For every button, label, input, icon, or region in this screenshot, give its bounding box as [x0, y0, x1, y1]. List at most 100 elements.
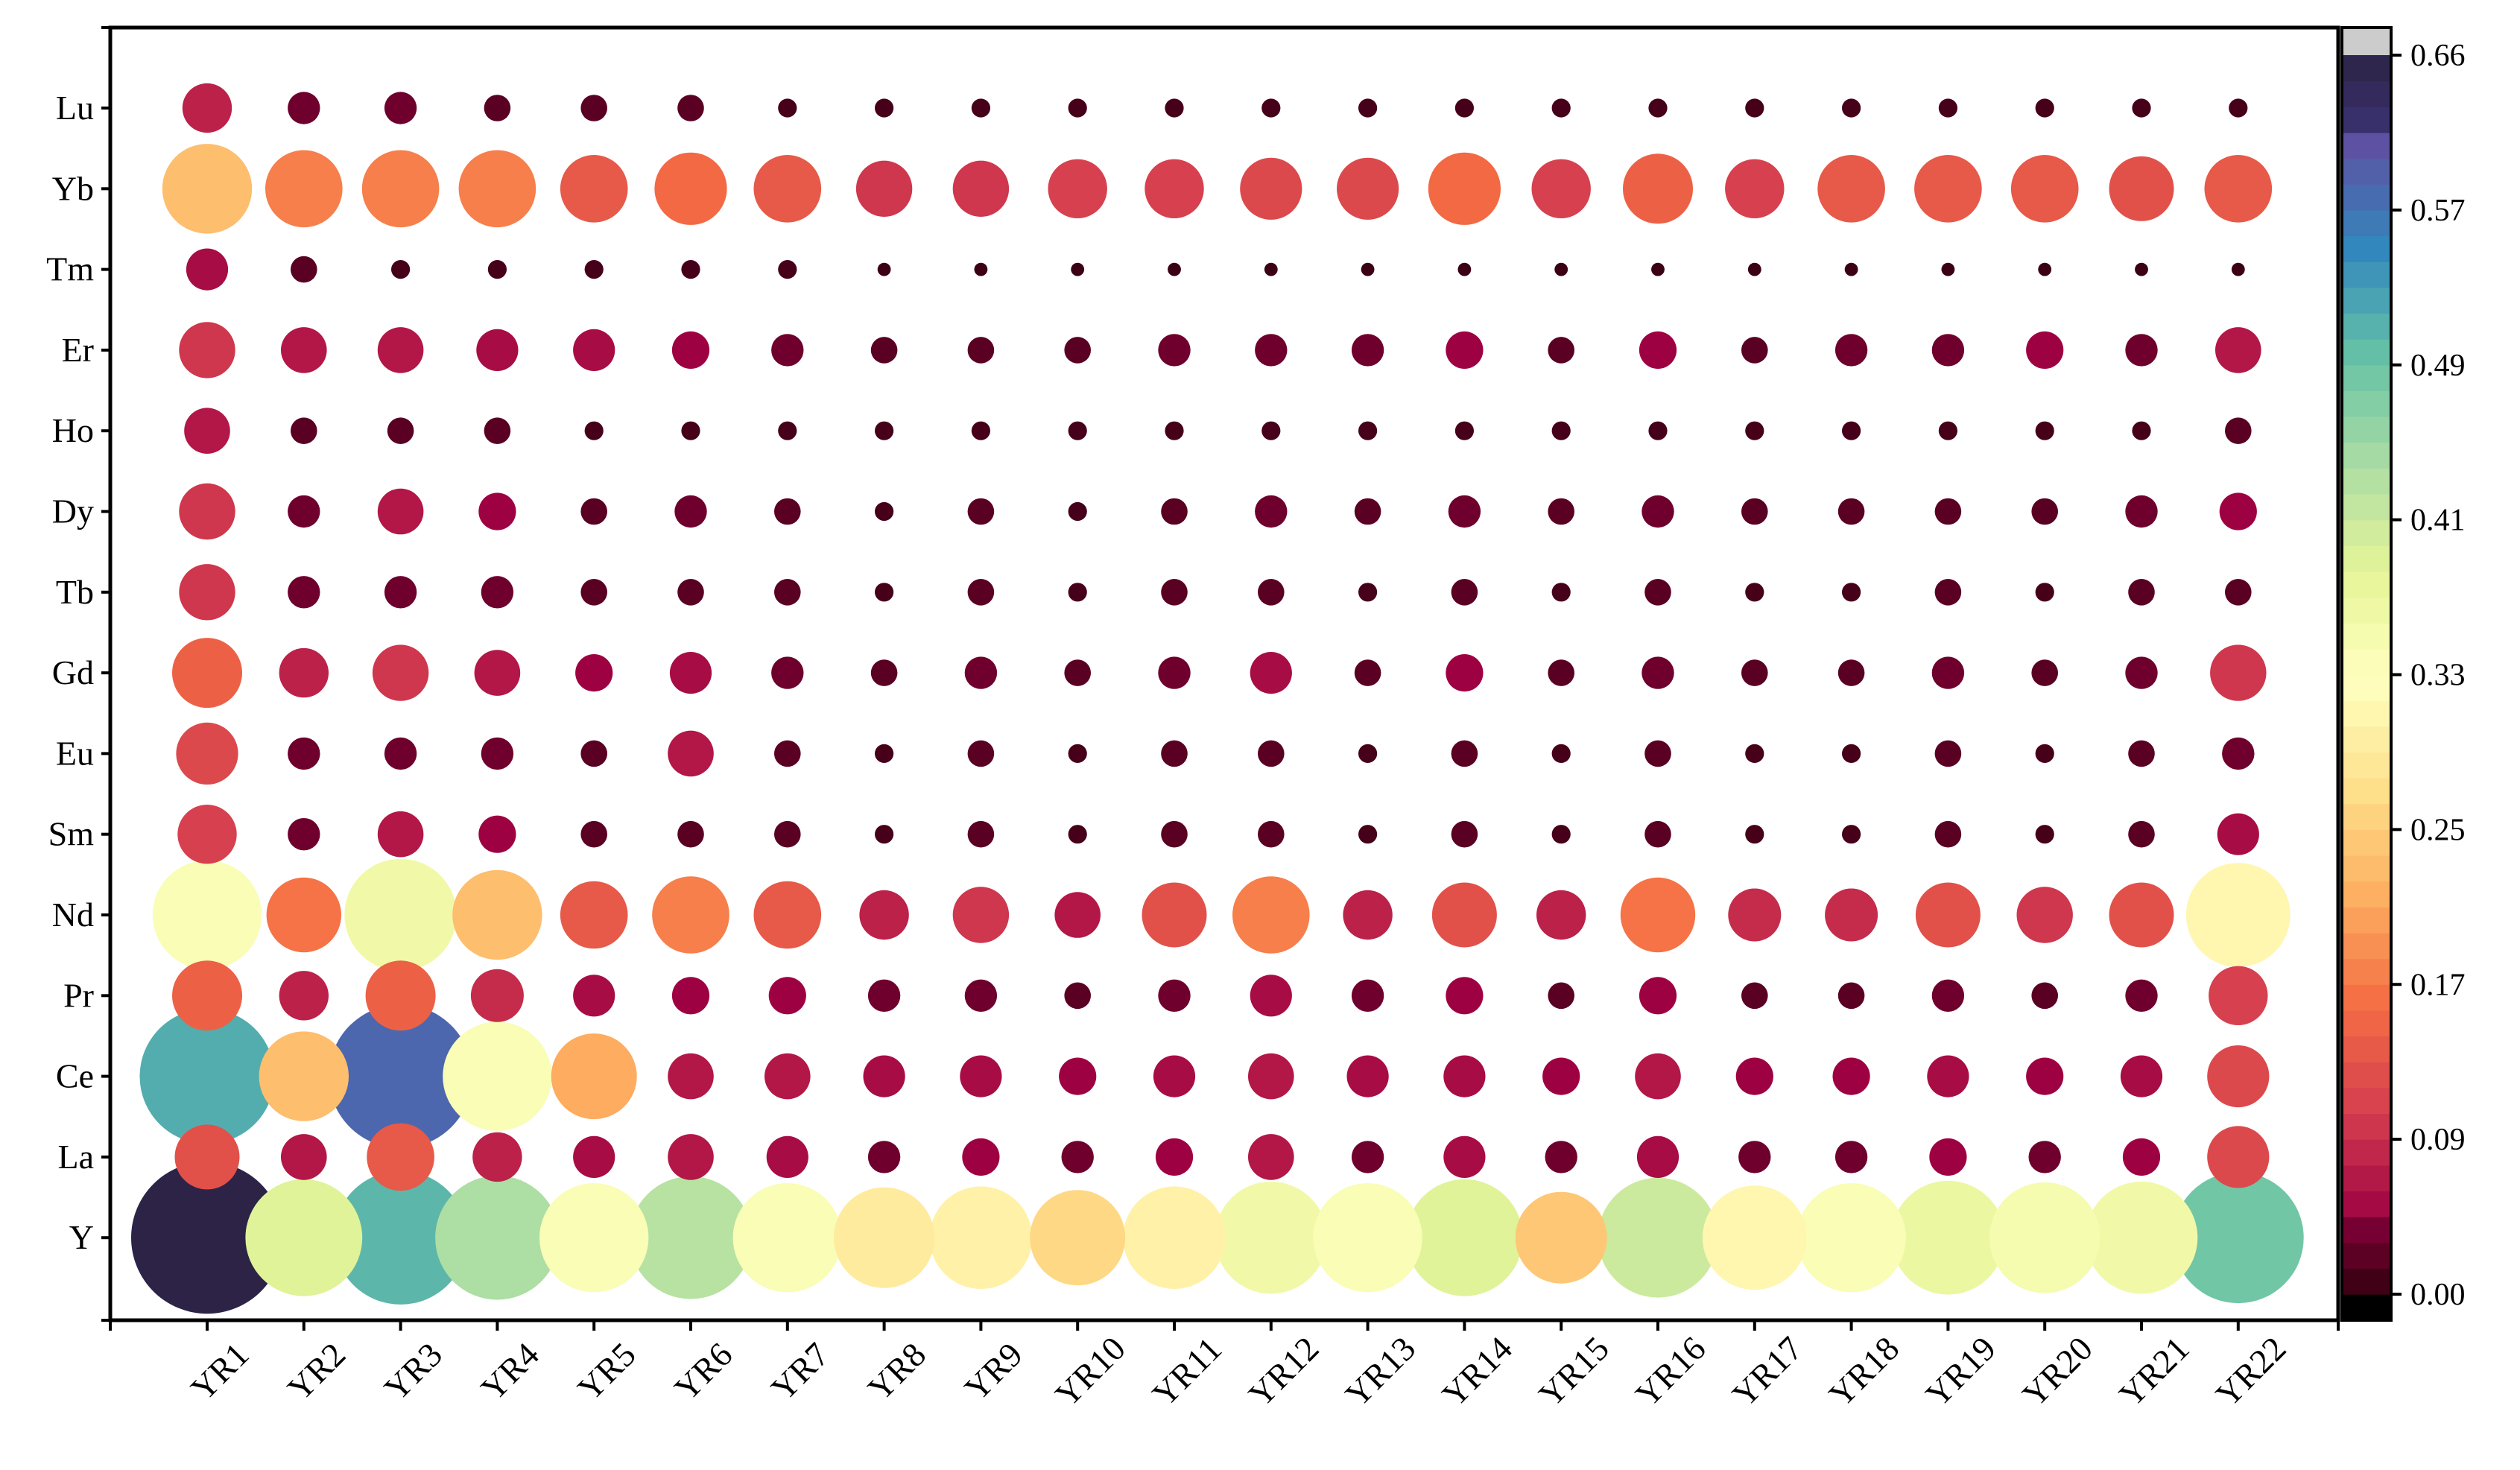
bubble-Gd-YR13	[1354, 659, 1381, 686]
bubble-Y-YR22	[2172, 1172, 2304, 1304]
bubble-Nd-YR8	[859, 890, 909, 940]
bubble-Dy-YR7	[774, 498, 801, 525]
bubble-Ce-YR2	[259, 1031, 349, 1121]
x-tick-label-YR14: YR14	[1434, 1329, 1519, 1414]
bubble-Nd-YR17	[1728, 888, 1782, 942]
bubble-Yb-YR19	[1914, 155, 1982, 223]
colorbar-segment	[2342, 932, 2391, 960]
bubble-Y-YR15	[1515, 1191, 1607, 1284]
bubble-Tb-YR20	[2035, 583, 2054, 602]
colorbar-segment	[2342, 132, 2391, 159]
bubble-Ce-YR20	[2026, 1057, 2064, 1095]
bubble-Tm-YR19	[1941, 262, 1955, 276]
bubble-Nd-YR21	[2109, 882, 2174, 948]
colorbar-tick-label: 0.17	[2410, 968, 2466, 1002]
colorbar-tick-label: 0.41	[2410, 504, 2466, 538]
bubble-Pr-YR13	[1351, 979, 1384, 1013]
colorbar-tick-label: 0.33	[2410, 659, 2466, 693]
bubble-Dy-YR12	[1255, 495, 1288, 528]
bubble-Eu-YR17	[1745, 744, 1764, 763]
bubble-Gd-YR7	[771, 656, 804, 689]
bubble-Ce-YR13	[1346, 1055, 1389, 1097]
bubble-Tb-YR9	[967, 579, 995, 606]
bubble-Tb-YR11	[1161, 579, 1188, 606]
bubble-layer	[131, 83, 2304, 1314]
colorbar-segment	[2342, 416, 2391, 443]
bubble-Yb-YR21	[2109, 156, 2174, 221]
bubble-Sm-YR11	[1161, 820, 1188, 848]
bubble-Pr-YR21	[2125, 979, 2158, 1013]
colorbar-segment	[2342, 1113, 2391, 1140]
bubble-Eu-YR15	[1551, 744, 1571, 763]
bubble-Ho-YR2	[291, 417, 317, 444]
bubble-Tm-YR4	[487, 260, 507, 279]
bubble-Gd-YR22	[2210, 644, 2267, 701]
bubble-Nd-YR15	[1536, 890, 1586, 940]
bubble-Sm-YR1	[177, 805, 237, 864]
y-tick-label-Gd: Gd	[52, 653, 94, 691]
bubble-Er-YR5	[573, 329, 615, 371]
bubble-Dy-YR1	[179, 483, 235, 540]
bubble-Tb-YR7	[774, 579, 801, 606]
bubble-La-YR17	[1738, 1141, 1771, 1173]
bubble-Ce-YR3	[329, 1004, 472, 1148]
x-tick-label-YR12: YR12	[1241, 1329, 1326, 1414]
bubble-Dy-YR3	[377, 488, 424, 535]
bubble-Ho-YR15	[1551, 421, 1571, 440]
bubble-Tb-YR12	[1258, 579, 1285, 606]
bubble-Eu-YR7	[774, 740, 801, 767]
bubble-Er-YR13	[1351, 334, 1384, 367]
bubble-Ce-YR9	[960, 1055, 1002, 1097]
bubble-Lu-YR3	[384, 92, 417, 124]
bubble-Gd-YR8	[870, 659, 898, 686]
x-tick-label-YR3: YR3	[377, 1335, 450, 1408]
bubble-Ho-YR1	[184, 408, 230, 454]
bubble-Sm-YR15	[1551, 825, 1571, 844]
bubble-Lu-YR22	[2229, 98, 2248, 118]
bubble-Tb-YR3	[384, 576, 417, 609]
bubble-Eu-YR18	[1842, 744, 1861, 763]
bubble-Tb-YR6	[677, 579, 704, 606]
bubble-Nd-YR3	[344, 858, 457, 972]
bubble-Tm-YR16	[1651, 262, 1665, 276]
bubble-Eu-YR14	[1451, 740, 1478, 767]
bubble-Y-YR1	[131, 1162, 283, 1314]
colorbar-segment	[2342, 442, 2391, 469]
bubble-La-YR6	[668, 1134, 714, 1180]
bubble-Er-YR1	[179, 322, 235, 378]
bubble-Pr-YR4	[470, 969, 524, 1022]
bubble-Er-YR12	[1255, 334, 1288, 367]
bubble-Ho-YR11	[1165, 421, 1184, 440]
bubble-Nd-YR22	[2185, 863, 2291, 967]
colorbar-segment	[2342, 1139, 2391, 1166]
bubble-Sm-YR4	[478, 815, 516, 853]
bubble-Yb-YR4	[458, 150, 536, 228]
colorbar-segment	[2342, 752, 2391, 779]
bubble-Gd-YR2	[279, 647, 329, 698]
bubble-Eu-YR10	[1068, 744, 1087, 763]
colorbar-segment	[2342, 313, 2391, 340]
bubble-Er-YR21	[2125, 334, 2158, 367]
bubble-Er-YR18	[1834, 334, 1868, 367]
bubble-Lu-YR12	[1261, 98, 1281, 118]
colorbar-segment	[2342, 778, 2391, 805]
bubble-Er-YR4	[476, 329, 519, 371]
bubble-Er-YR3	[377, 327, 424, 373]
bubble-La-YR1	[174, 1124, 240, 1190]
bubble-Y-YR9	[929, 1186, 1033, 1289]
bubble-Sm-YR5	[580, 820, 607, 848]
bubble-La-YR5	[573, 1135, 615, 1178]
bubble-Tb-YR22	[2225, 579, 2252, 606]
bubble-Tb-YR14	[1451, 579, 1478, 606]
bubble-Tm-YR3	[391, 260, 411, 279]
bubble-Lu-YR1	[182, 83, 232, 133]
bubble-Tm-YR21	[2135, 262, 2148, 276]
bubble-Eu-YR9	[967, 740, 995, 767]
colorbar-segment	[2342, 107, 2391, 133]
bubble-Yb-YR1	[162, 144, 253, 234]
bubble-Gd-YR10	[1064, 659, 1091, 686]
colorbar-segment	[2342, 571, 2391, 598]
bubble-Sm-YR22	[2217, 813, 2259, 855]
bubble-La-YR8	[867, 1141, 901, 1173]
